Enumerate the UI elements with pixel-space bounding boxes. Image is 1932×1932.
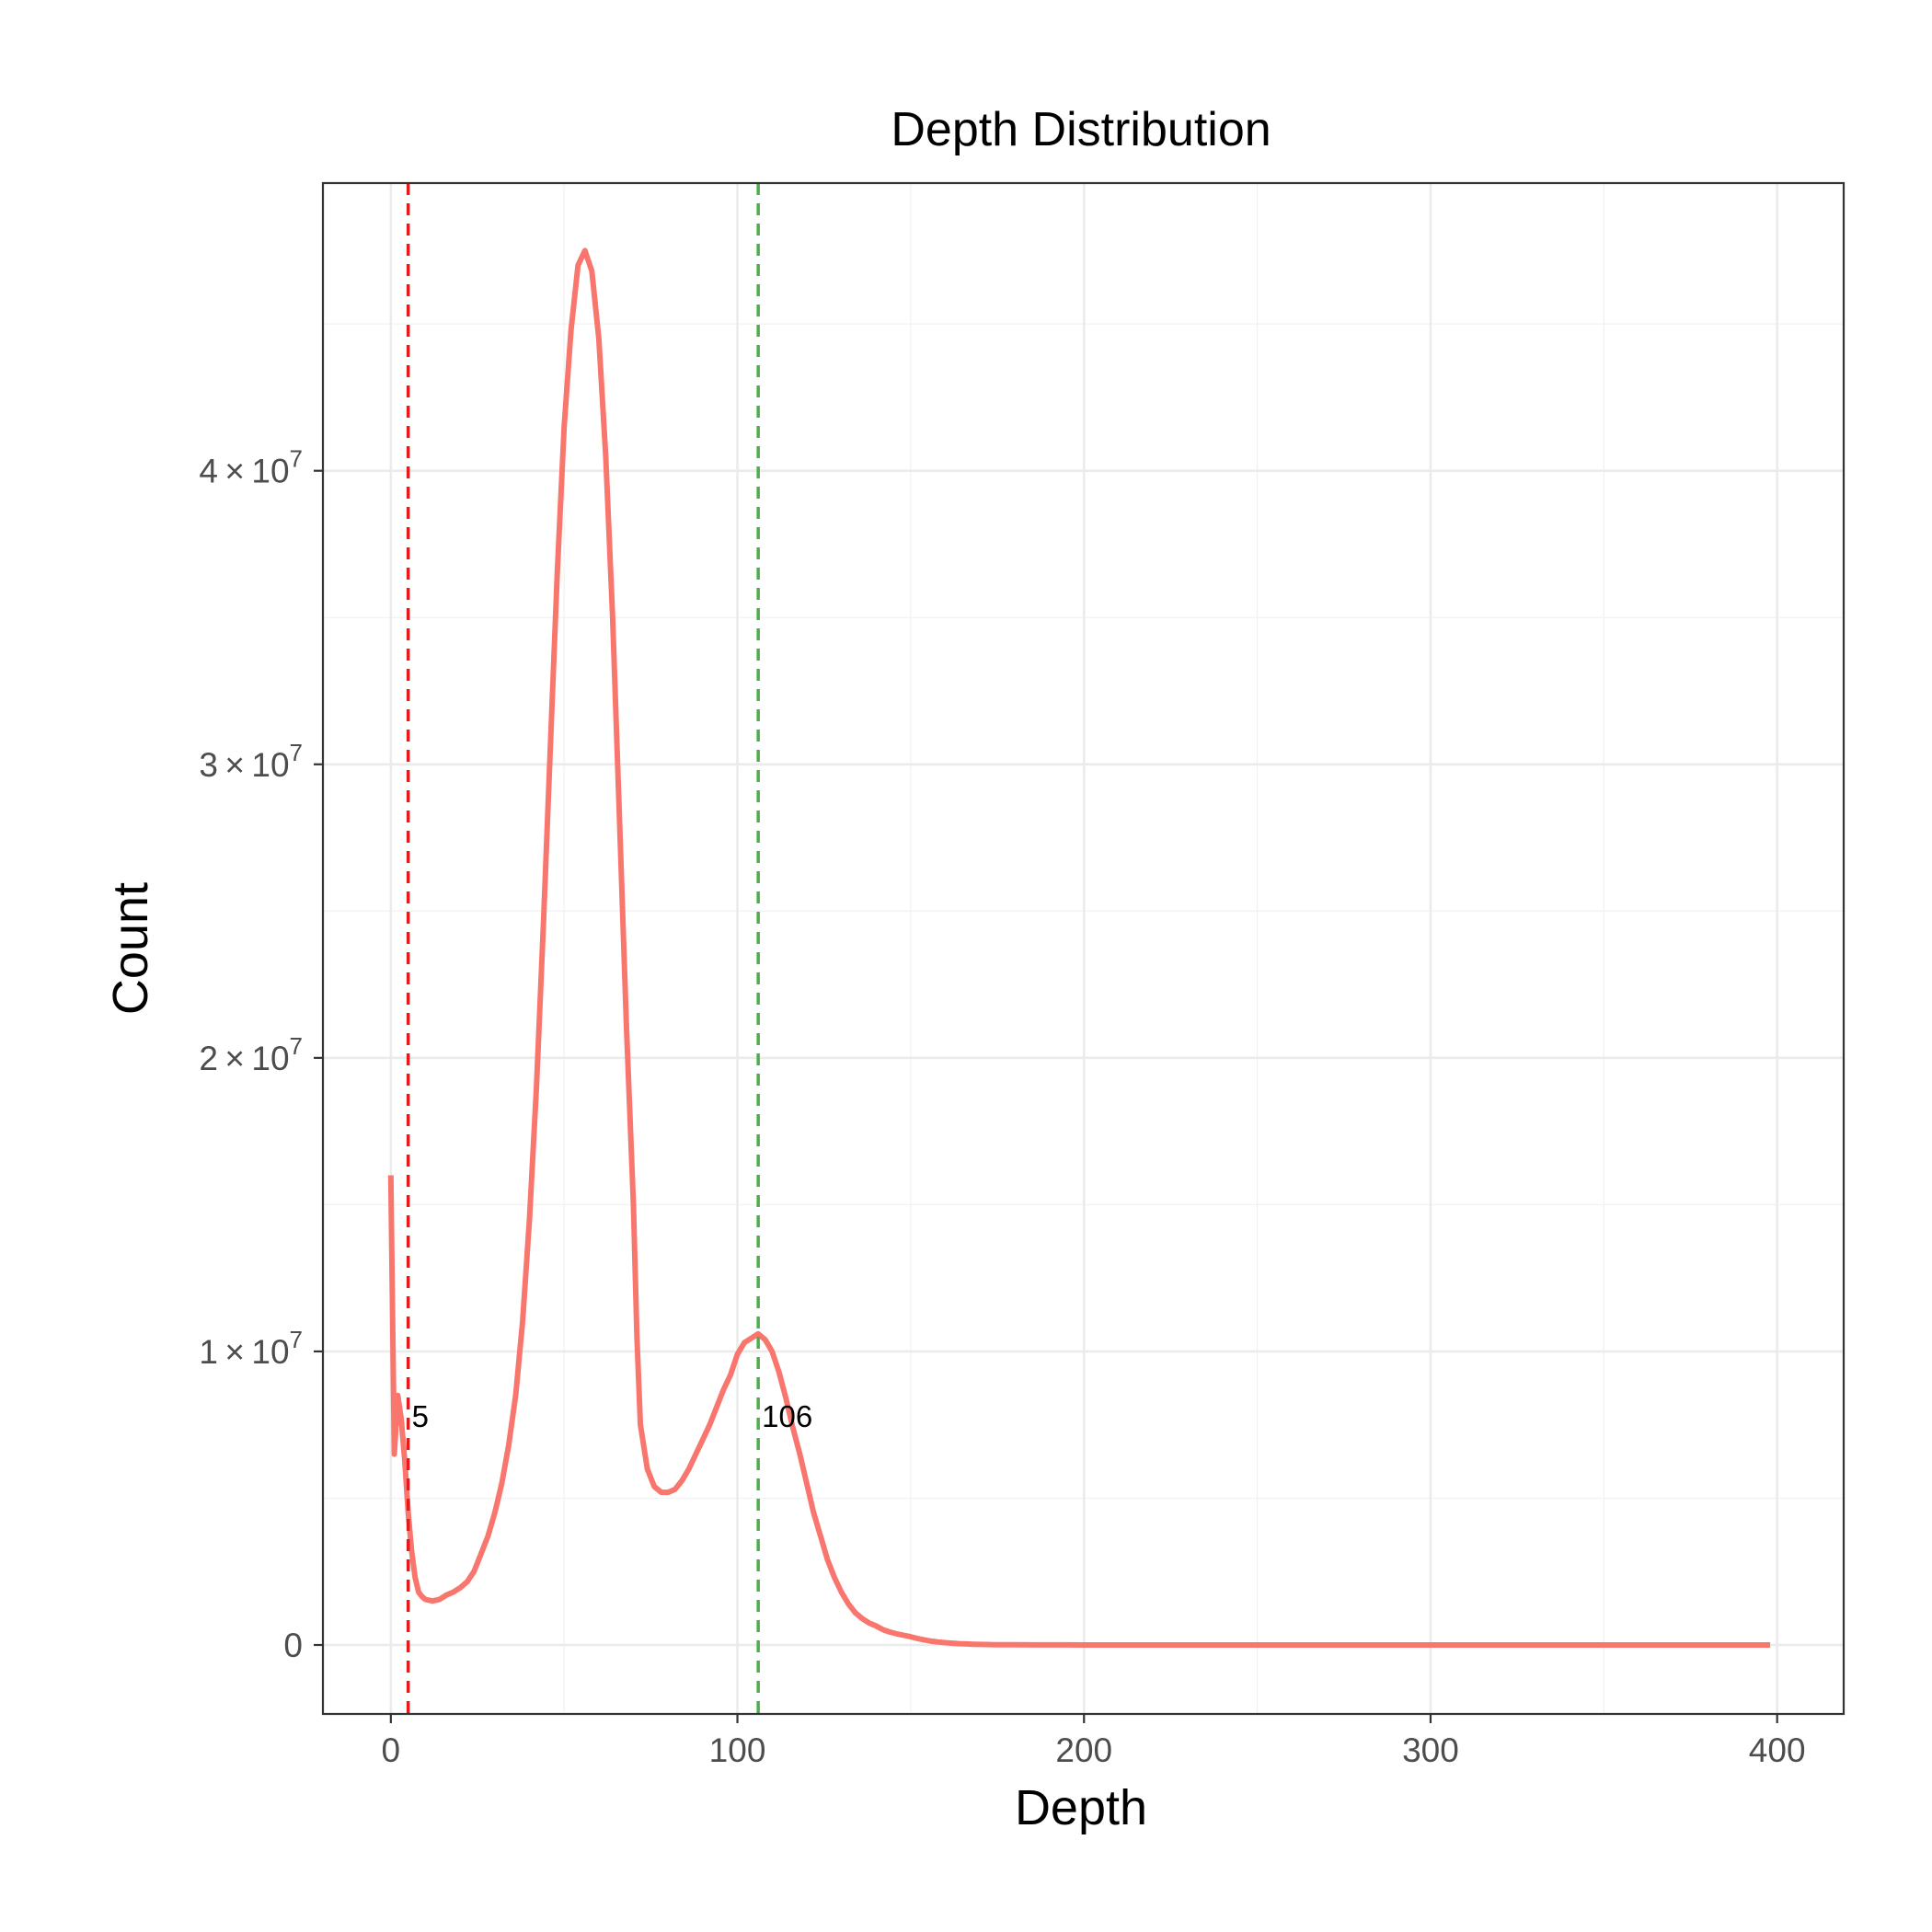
cutoff-label: 5: [412, 1399, 429, 1433]
x-tick-label: 100: [709, 1731, 766, 1769]
y-tick-label: 0: [283, 1627, 303, 1664]
cutoff-label: 106: [762, 1399, 812, 1433]
y-axis-title: Count: [103, 882, 158, 1015]
x-tick-label: 0: [382, 1731, 401, 1769]
series-layer: [387, 247, 1771, 1648]
cutoff-lines: 5 106: [406, 183, 812, 1714]
y-tick-label: 2 × 107: [199, 1032, 303, 1077]
y-axis: 0 1 × 107 2 × 107 3 × 107 4 × 107: [199, 445, 323, 1664]
x-tick-label: 200: [1055, 1731, 1112, 1769]
x-tick-label: 300: [1402, 1731, 1459, 1769]
depth-count-line: [387, 247, 1771, 1648]
y-tick-label: 3 × 107: [199, 739, 303, 784]
x-axis: 0 100 200 300 400: [382, 1714, 1806, 1769]
x-axis-title: Depth: [1015, 1780, 1147, 1835]
y-tick-label: 4 × 107: [199, 445, 303, 490]
plot-panel: 5 106: [321, 181, 1846, 1716]
major-gridlines: [323, 183, 1844, 1714]
chart-title: Depth Distribution: [891, 103, 1271, 156]
x-tick-label: 400: [1749, 1731, 1806, 1769]
y-tick-label: 1 × 107: [199, 1326, 303, 1371]
